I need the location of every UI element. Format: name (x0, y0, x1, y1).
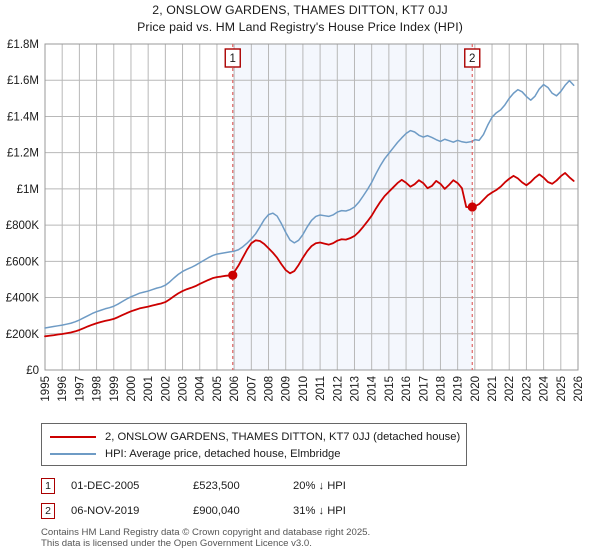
y-axis-tick-label: £200K (6, 329, 40, 341)
legend-label-hpi: HPI: Average price, detached house, Elmb… (105, 447, 341, 460)
x-axis-tick-label: 2010 (298, 376, 310, 402)
footer-line-licence: This data is licensed under the Open Gov… (41, 537, 312, 549)
x-axis-tick-label: 2001 (143, 376, 155, 402)
chart-title-line2: Price paid vs. HM Land Registry's House … (137, 20, 463, 34)
x-axis-tick-label: 2020 (470, 376, 482, 402)
x-axis-tick-label: 2022 (504, 376, 516, 402)
x-axis-tick-label: 2015 (384, 376, 396, 402)
x-axis-tick-label: 1995 (40, 376, 52, 402)
x-axis-tick-label: 2024 (539, 375, 551, 401)
annotation-badge-label-2: 2 (469, 53, 475, 65)
x-axis-tick-label: 2004 (195, 375, 207, 401)
x-axis-tick-label: 1998 (92, 376, 104, 402)
transaction-price: £900,040 (193, 504, 240, 517)
status-badge: 1 (41, 477, 55, 494)
x-axis-tick-label: 2007 (246, 376, 258, 402)
annotation-badge-label-1: 1 (230, 53, 236, 65)
x-axis-tick-label: 1996 (57, 376, 69, 402)
x-axis-tick-label: 2017 (418, 376, 430, 402)
chart-legend: 2, ONSLOW GARDENS, THAMES DITTON, KT7 0J… (41, 423, 467, 466)
x-axis-tick-label: 2003 (178, 376, 190, 402)
x-axis-tick-label: 2011 (315, 376, 327, 401)
legend-swatch-hpi (50, 452, 96, 455)
chart-canvas: £0 £200K £400K £600K £800K £1M £1.2M £1.4M £1.6M… (6, 39, 585, 402)
y-axis-tick-label: £0 (26, 365, 39, 377)
x-axis-tick-label: 2012 (332, 376, 344, 402)
y-axis-tick-label: £400K (6, 293, 40, 305)
x-axis-tick-label: 1997 (74, 376, 86, 402)
x-axis-tick-label: 2021 (487, 376, 499, 402)
chart-title-line1: 2, ONSLOW GARDENS, THAMES DITTON, KT7 0J… (152, 3, 448, 17)
transaction-date: 01-DEC-2005 (71, 479, 140, 492)
transactions-table: 1 01-DEC-2005 £523,500 20% ↓ HPI 2 06-NO… (41, 473, 511, 523)
series-line-price-paid (44, 172, 575, 338)
x-axis-tick-label: 2023 (521, 376, 533, 402)
transaction-point-2 (467, 202, 477, 212)
x-axis-tick-label: 2014 (367, 375, 379, 401)
transaction-price: £523,500 (193, 479, 240, 492)
status-badge: 2 (41, 502, 55, 519)
table-row: 2 06-NOV-2019 £900,040 31% ↓ HPI (41, 498, 511, 523)
y-axis-tick-label: £1.8M (7, 39, 39, 51)
page-title: 2, ONSLOW GARDENS, THAMES DITTON, KT7 0J… (0, 2, 600, 36)
x-axis-tick-label: 2008 (264, 376, 276, 402)
x-axis-tick-label: 2013 (349, 376, 361, 402)
x-axis-tick-label: 2018 (435, 376, 447, 402)
y-axis-tick-label: £1.4M (7, 111, 39, 123)
x-axis-tick-label: 2000 (126, 376, 138, 402)
legend-label-price-paid: 2, ONSLOW GARDENS, THAMES DITTON, KT7 0J… (105, 430, 461, 443)
x-axis-tick-label: 2005 (212, 376, 224, 402)
annotation-badge-1 (224, 48, 241, 68)
plot-border (44, 43, 579, 371)
y-axis-tick-label: £1.2M (7, 148, 39, 160)
x-axis-tick-label: 2025 (556, 376, 568, 402)
x-axis-tick-label: 2016 (401, 376, 413, 402)
transaction-hpi-delta: 31% ↓ HPI (293, 504, 346, 517)
annotation-badge-2 (464, 48, 481, 68)
y-axis-tick-label: £1M (17, 184, 39, 196)
x-axis-tick-label: 1999 (109, 376, 121, 402)
series-line-hpi (44, 79, 575, 329)
transaction-point-1 (228, 270, 238, 280)
x-axis-tick-label: 2019 (453, 376, 465, 402)
legend-swatch-price-paid (50, 435, 96, 438)
legend-item-price-paid: 2, ONSLOW GARDENS, THAMES DITTON, KT7 0J… (42, 428, 466, 445)
x-axis-tick-label: 2002 (160, 376, 172, 402)
x-axis-tick-label: 2006 (229, 376, 241, 402)
transaction-date: 06-NOV-2019 (71, 504, 140, 517)
footer-attribution: Contains HM Land Registry data © Crown c… (41, 527, 581, 549)
y-axis-tick-label: £800K (6, 220, 40, 232)
transaction-hpi-delta: 20% ↓ HPI (293, 479, 346, 492)
y-axis-tick-label: £1.6M (7, 75, 39, 87)
table-row: 1 01-DEC-2005 £523,500 20% ↓ HPI (41, 473, 511, 498)
y-axis-tick-label: £600K (6, 256, 40, 268)
x-axis-tick-label: 2009 (281, 376, 293, 402)
footer-line-copyright: Contains HM Land Registry data © Crown c… (41, 527, 371, 538)
ownership-shaded-region (232, 44, 473, 370)
legend-item-hpi: HPI: Average price, detached house, Elmb… (42, 445, 466, 462)
x-axis-tick-label: 2026 (573, 376, 585, 402)
